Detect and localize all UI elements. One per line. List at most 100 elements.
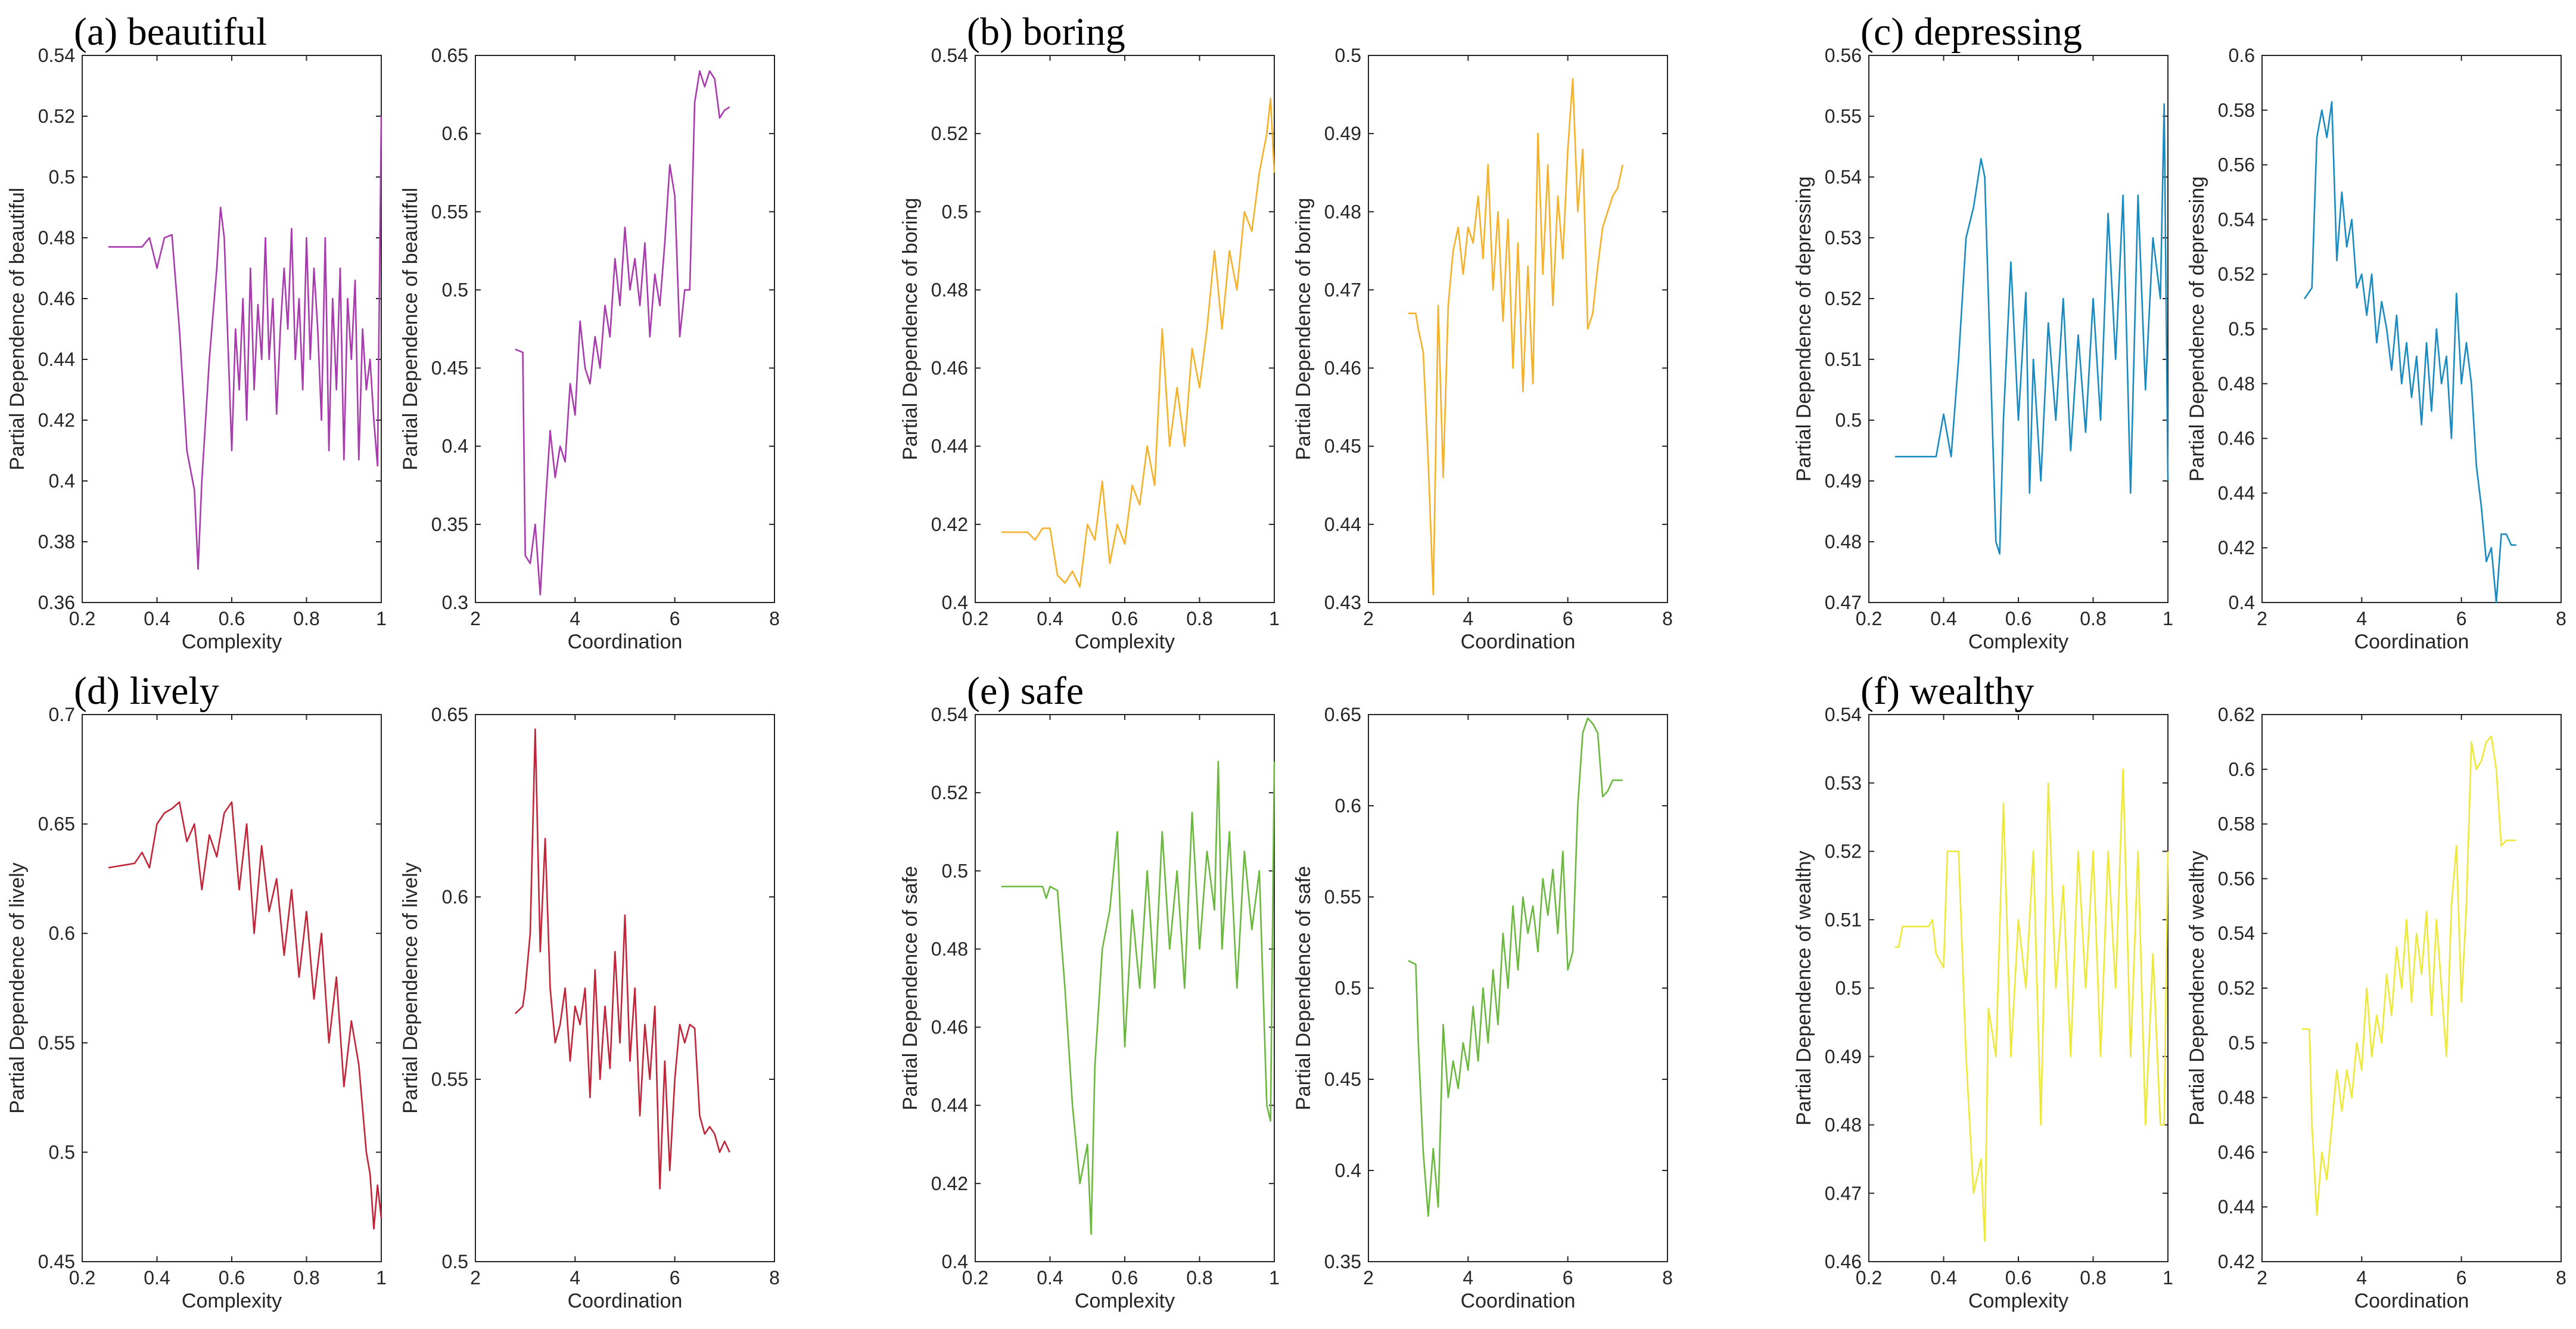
x-axis-label: Coordination	[568, 631, 683, 653]
subplot-wealthy-coordination: 0.42 0.44 0.46 0.48 0.5 0.52 0.54 0.56 0.58 0.6 0.…	[2186, 704, 2566, 1312]
y-tick-label: 0.47	[1825, 592, 1862, 613]
y-tick-label: 0.48	[1825, 1114, 1862, 1136]
x-tick-label: 4	[1463, 608, 1473, 629]
y-axis-label: Partial Dependence of depressing	[2186, 176, 2208, 482]
y-tick-label: 0.54	[1825, 166, 1862, 188]
y-tick-label: 0.54	[2218, 209, 2255, 230]
x-tick-label: 4	[2356, 1267, 2367, 1288]
x-tick-label: 4	[570, 1267, 580, 1288]
x-axis-label: Complexity	[1968, 631, 2068, 653]
x-tick-label: 6	[2456, 608, 2467, 629]
x-tick-label: 6	[670, 1267, 680, 1288]
axes-frame	[975, 55, 1275, 603]
y-tick-label: 0.65	[1324, 704, 1361, 725]
y-tick-label: 0.36	[38, 592, 75, 613]
axes-frame	[1368, 55, 1668, 603]
y-tick-label: 0.38	[38, 531, 75, 552]
subplot-depressing-complexity: 0.47 0.48 0.49 0.5 0.51 0.52 0.53 0.54 0.55 0.56 0…	[1793, 10, 2173, 653]
y-tick-label: 0.54	[1825, 704, 1862, 725]
x-axis-label: Complexity	[182, 1290, 282, 1312]
x-axis-label: Coordination	[568, 1290, 683, 1312]
x-tick-label: 0.8	[293, 608, 319, 629]
y-tick-label: 0.35	[431, 514, 468, 535]
y-tick-label: 0.5	[49, 166, 75, 188]
x-axis-label: Complexity	[1075, 1290, 1175, 1312]
x-tick-label: 1	[1269, 608, 1280, 629]
axes-frame	[82, 55, 382, 603]
y-tick-label: 0.6	[2229, 759, 2255, 780]
x-axis-label: Complexity	[1075, 631, 1175, 653]
panel-title: (f) wealthy	[1861, 669, 2034, 713]
y-tick-label: 0.3	[442, 592, 468, 613]
y-tick-label: 0.53	[1825, 772, 1862, 794]
y-tick-label: 0.48	[1825, 531, 1862, 552]
y-tick-label: 0.46	[2218, 1141, 2255, 1163]
y-tick-label: 0.48	[2218, 1087, 2255, 1108]
x-axis-label: Complexity	[182, 631, 282, 653]
y-tick-label: 0.6	[442, 886, 468, 908]
y-tick-label: 0.52	[931, 123, 968, 144]
y-tick-label: 0.42	[931, 1173, 968, 1194]
y-tick-label: 0.55	[1825, 105, 1862, 127]
y-tick-label: 0.46	[38, 288, 75, 309]
y-tick-label: 0.53	[1825, 227, 1862, 249]
series-line	[1408, 78, 1623, 596]
x-tick-label: 8	[1662, 608, 1673, 629]
y-tick-label: 0.48	[38, 227, 75, 249]
y-tick-label: 0.65	[431, 45, 468, 66]
series-line	[1001, 760, 1275, 1235]
y-tick-label: 0.49	[1825, 470, 1862, 492]
series-line	[514, 728, 730, 1190]
series-line	[1408, 717, 1623, 1217]
x-tick-label: 0.2	[69, 1267, 95, 1288]
y-tick-label: 0.4	[2229, 592, 2255, 613]
x-tick-label: 0.4	[1930, 1267, 1956, 1288]
y-tick-label: 0.49	[1324, 123, 1361, 144]
y-tick-label: 0.54	[38, 45, 75, 66]
y-tick-label: 0.65	[431, 704, 468, 725]
y-tick-label: 0.62	[2218, 704, 2255, 725]
x-tick-label: 8	[769, 608, 780, 629]
y-tick-label: 0.55	[38, 1032, 75, 1054]
x-tick-label: 2	[1363, 608, 1374, 629]
y-tick-label: 0.46	[2218, 428, 2255, 449]
y-tick-label: 0.48	[1324, 201, 1361, 222]
subplot-wealthy-complexity: 0.46 0.47 0.48 0.49 0.5 0.51 0.52 0.53 0.54 0.2 0.…	[1793, 669, 2173, 1312]
y-tick-label: 0.54	[931, 704, 968, 725]
y-tick-label: 0.5	[2229, 1032, 2255, 1054]
y-axis-label: Partial Dependence of beautiful	[6, 188, 29, 470]
panel-title: (d) lively	[74, 669, 219, 713]
y-tick-label: 0.55	[431, 201, 468, 222]
x-tick-label: 0.4	[144, 1267, 170, 1288]
y-tick-label: 0.4	[49, 470, 75, 492]
x-tick-label: 2	[1363, 1267, 1374, 1288]
subplot-safe-complexity: 0.40.420.440.460.480.50.520.540.2 0.4 0.6 0…	[899, 669, 1280, 1312]
y-tick-label: 0.42	[2218, 537, 2255, 558]
x-tick-label: 0.2	[1856, 608, 1882, 629]
x-axis-label: Coordination	[1461, 1290, 1576, 1312]
y-tick-label: 0.5	[1835, 409, 1862, 431]
y-tick-label: 0.7	[49, 704, 75, 725]
y-axis-label: Partial Dependence of lively	[6, 862, 29, 1113]
series-line	[515, 70, 730, 596]
y-tick-label: 0.5	[1335, 45, 1361, 66]
y-tick-label: 0.4	[942, 1251, 968, 1272]
x-tick-label: 2	[2257, 1267, 2267, 1288]
y-tick-label: 0.56	[1825, 45, 1862, 66]
axes-frame	[475, 55, 775, 603]
x-tick-label: 2	[470, 1267, 481, 1288]
y-tick-label: 0.42	[931, 514, 968, 535]
y-axis-label: Partial Dependence of beautiful	[399, 188, 422, 470]
x-axis-label: Coordination	[2354, 1290, 2469, 1312]
x-axis-label: Coordination	[2354, 631, 2469, 653]
x-tick-label: 8	[1662, 1267, 1673, 1288]
y-tick-label: 0.51	[1825, 349, 1862, 370]
y-tick-label: 0.6	[49, 923, 75, 944]
y-tick-label: 0.56	[2218, 154, 2255, 176]
x-tick-label: 0.2	[962, 608, 988, 629]
y-tick-label: 0.6	[2229, 45, 2255, 66]
series-line	[1001, 97, 1275, 588]
y-tick-label: 0.44	[2218, 482, 2255, 504]
y-tick-label: 0.45	[1324, 436, 1361, 457]
x-tick-label: 0.2	[962, 1267, 988, 1288]
